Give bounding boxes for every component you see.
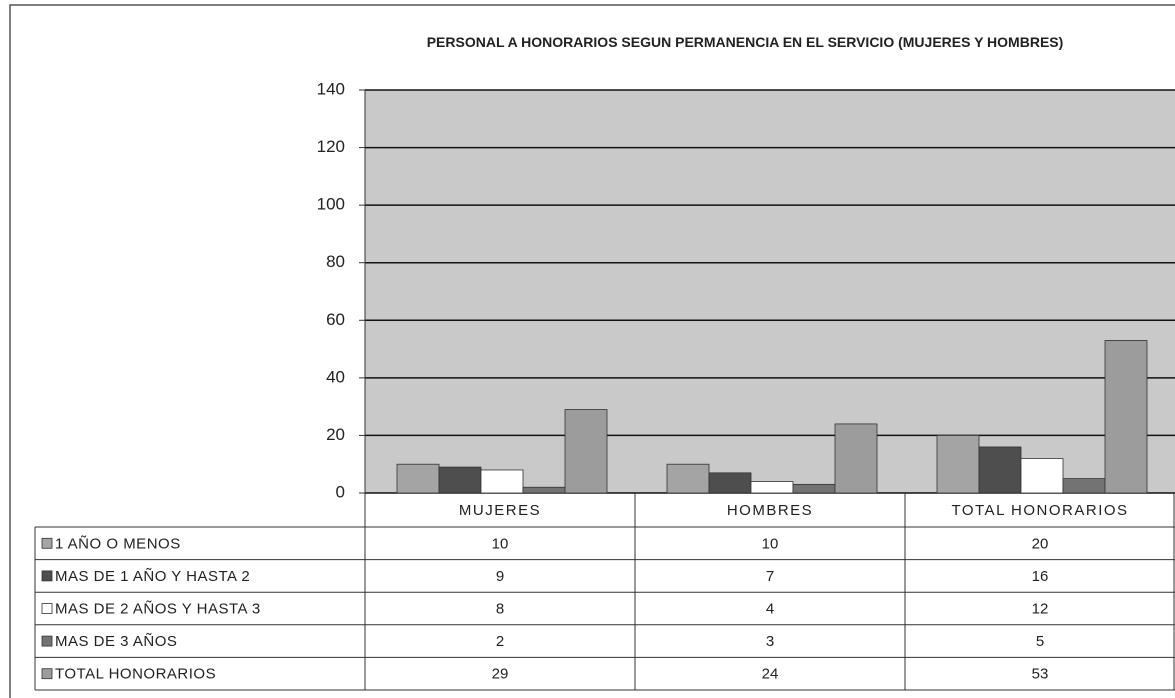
table-value: 12 (1032, 600, 1049, 617)
legend-label: 1 AÑO O MENOS (55, 535, 181, 552)
bar (522, 486, 566, 494)
x-tick-label: MUJERES (459, 502, 541, 519)
y-tick-label: 100 (317, 195, 345, 214)
bar (1104, 340, 1148, 494)
table-value: 8 (496, 600, 504, 617)
plot-area (365, 90, 1175, 493)
legend-swatch (41, 635, 53, 647)
bar (480, 469, 524, 494)
table-value: 5 (1036, 633, 1044, 650)
legend-label: MAS DE 2 AÑOS Y HASTA 3 (55, 600, 261, 617)
x-tick-label: TOTAL HONORARIOS (951, 502, 1128, 519)
bar (750, 481, 794, 494)
table-value: 10 (492, 535, 509, 552)
bar (978, 446, 1022, 494)
table-value: 53 (1032, 666, 1049, 683)
table-value: 2 (496, 633, 504, 650)
legend-label: MAS DE 1 AÑO Y HASTA 2 (55, 568, 250, 585)
table-value: 24 (762, 666, 779, 683)
bar (564, 409, 608, 494)
legend-swatch (41, 603, 53, 614)
x-tick-label: HOMBRES (727, 502, 813, 519)
y-tick-label: 20 (326, 425, 345, 444)
y-tick-label: 60 (326, 310, 345, 329)
legend-swatch (41, 668, 53, 680)
bar (396, 463, 440, 494)
table-value: 29 (492, 666, 509, 683)
y-tick-label: 80 (326, 252, 345, 271)
bar (438, 466, 482, 494)
legend-label: TOTAL HONORARIOS (55, 666, 216, 683)
table-value: 4 (766, 600, 774, 617)
bar (936, 435, 980, 494)
bar (666, 463, 710, 494)
table-value: 3 (766, 633, 774, 650)
table-value: 10 (762, 535, 779, 552)
table-value: 20 (1032, 535, 1049, 552)
table-value: 9 (496, 568, 504, 585)
bar (708, 472, 752, 494)
legend-label: MAS DE 3 AÑOS (55, 633, 177, 650)
bar (834, 423, 878, 494)
y-tick-label: 140 (317, 79, 345, 98)
bar (1062, 478, 1106, 494)
y-tick-label: 120 (317, 137, 345, 156)
y-tick-label: 0 (336, 482, 345, 501)
table-value: 7 (766, 568, 774, 585)
y-tick-label: 40 (326, 367, 345, 386)
legend-swatch (41, 570, 53, 582)
legend-swatch (41, 537, 53, 549)
chart-title: PERSONAL A HONORARIOS SEGUN PERMANENCIA … (426, 34, 1064, 50)
table-value: 16 (1032, 568, 1049, 585)
bar (1020, 458, 1064, 494)
bar (792, 483, 836, 494)
